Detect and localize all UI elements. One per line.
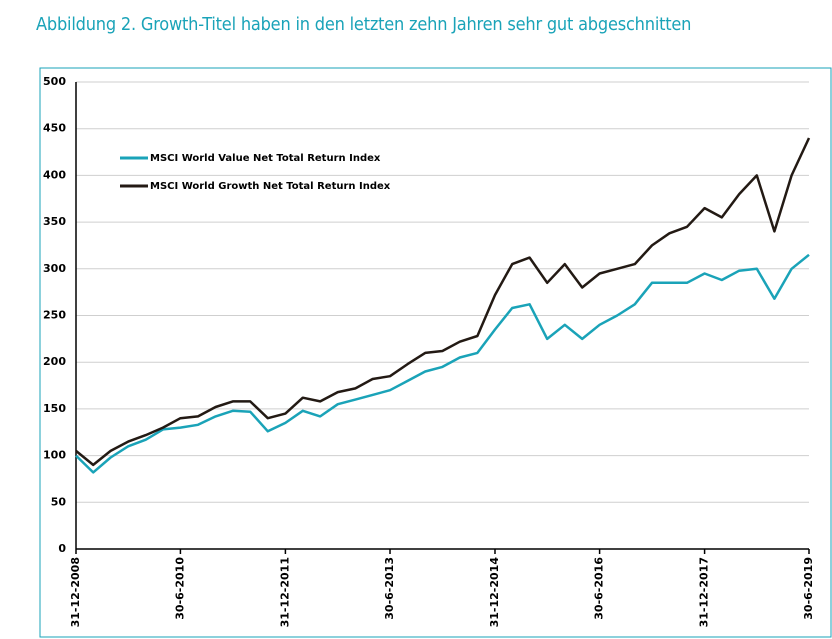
x-tick-label: 31-12-2017	[698, 557, 711, 627]
x-tick-label: 30-6-2019	[802, 557, 815, 620]
chart-frame	[39, 67, 832, 638]
x-tick-label: 30-6-2010	[173, 557, 186, 620]
x-tick-label: 30-6-2016	[593, 557, 606, 620]
y-tick-label: 300	[43, 262, 66, 275]
y-tick-label: 0	[58, 542, 66, 555]
y-tick-label: 350	[43, 215, 66, 228]
y-tick-label: 50	[51, 495, 67, 508]
legend-label: MSCI World Growth Net Total Return Index	[150, 181, 391, 192]
y-tick-label: 500	[43, 75, 66, 88]
x-tick-label: 30-6-2013	[383, 557, 396, 620]
chart-title: Abbildung 2. Growth-Titel haben in den l…	[36, 14, 692, 35]
series-line	[75, 253, 810, 474]
y-tick-label: 150	[43, 402, 66, 415]
y-tick-label: 450	[43, 122, 66, 135]
x-tick-label: 31-12-2011	[278, 557, 291, 627]
y-tick-label: 200	[43, 355, 66, 368]
y-tick-label: 250	[43, 309, 66, 322]
y-tick-label: 400	[43, 168, 66, 181]
x-tick-label: 31-12-2008	[69, 557, 82, 627]
x-tick-label: 31-12-2014	[488, 557, 501, 628]
legend-label: MSCI World Value Net Total Return Index	[150, 153, 381, 164]
y-tick-label: 100	[43, 449, 66, 462]
series-line	[75, 137, 811, 467]
